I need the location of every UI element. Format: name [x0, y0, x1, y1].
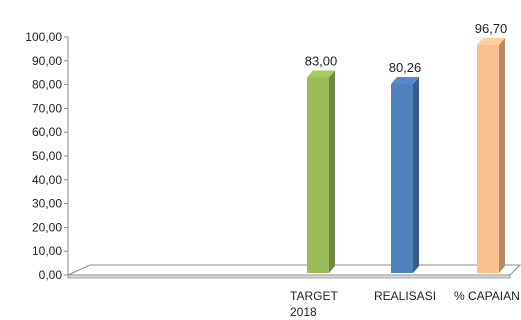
- bar: [391, 83, 413, 273]
- bar: [307, 77, 329, 274]
- y-tick-label: 50,00: [32, 149, 62, 163]
- chart-floor-edge: [67, 274, 511, 279]
- category-label: 2018: [290, 305, 317, 319]
- y-tick-label: 40,00: [32, 173, 62, 187]
- category-label: REALISASI: [374, 289, 436, 303]
- category-label: TARGET: [290, 289, 338, 303]
- y-tick-label: 0,00: [39, 268, 63, 282]
- category-label: % CAPAIAN: [454, 289, 520, 303]
- bar-top: [477, 37, 505, 45]
- chart-floor-top: [67, 264, 521, 276]
- bar-top: [307, 70, 335, 78]
- bar-side: [499, 37, 505, 273]
- bar: [477, 44, 499, 273]
- chart-floor: [67, 264, 521, 279]
- bar-top: [391, 76, 419, 84]
- y-tick-label: 80,00: [32, 78, 62, 92]
- y-tick-label: 90,00: [32, 54, 62, 68]
- bars-layer: [307, 37, 505, 274]
- y-tick-label: 30,00: [32, 197, 62, 211]
- data-label: 80,26: [389, 60, 422, 75]
- y-tick-label: 70,00: [32, 101, 62, 115]
- bar-side: [413, 76, 419, 273]
- labels-layer: 83,00 TARGET 2018 80,26 REALISASI 96,70 % CAPA…: [290, 21, 520, 319]
- y-tick-label: 10,00: [32, 244, 62, 258]
- bar-side: [329, 70, 335, 274]
- y-tick-label: 60,00: [32, 125, 62, 139]
- y-tick-label: 20,00: [32, 220, 62, 234]
- axis-layer: 0,00 10,00 20,00 30,00 40,00 50,00 60,00 70,00 8…: [25, 30, 69, 282]
- y-tick-label: 100,00: [25, 30, 62, 44]
- data-label: 83,00: [305, 53, 338, 68]
- data-label: 96,70: [475, 21, 508, 36]
